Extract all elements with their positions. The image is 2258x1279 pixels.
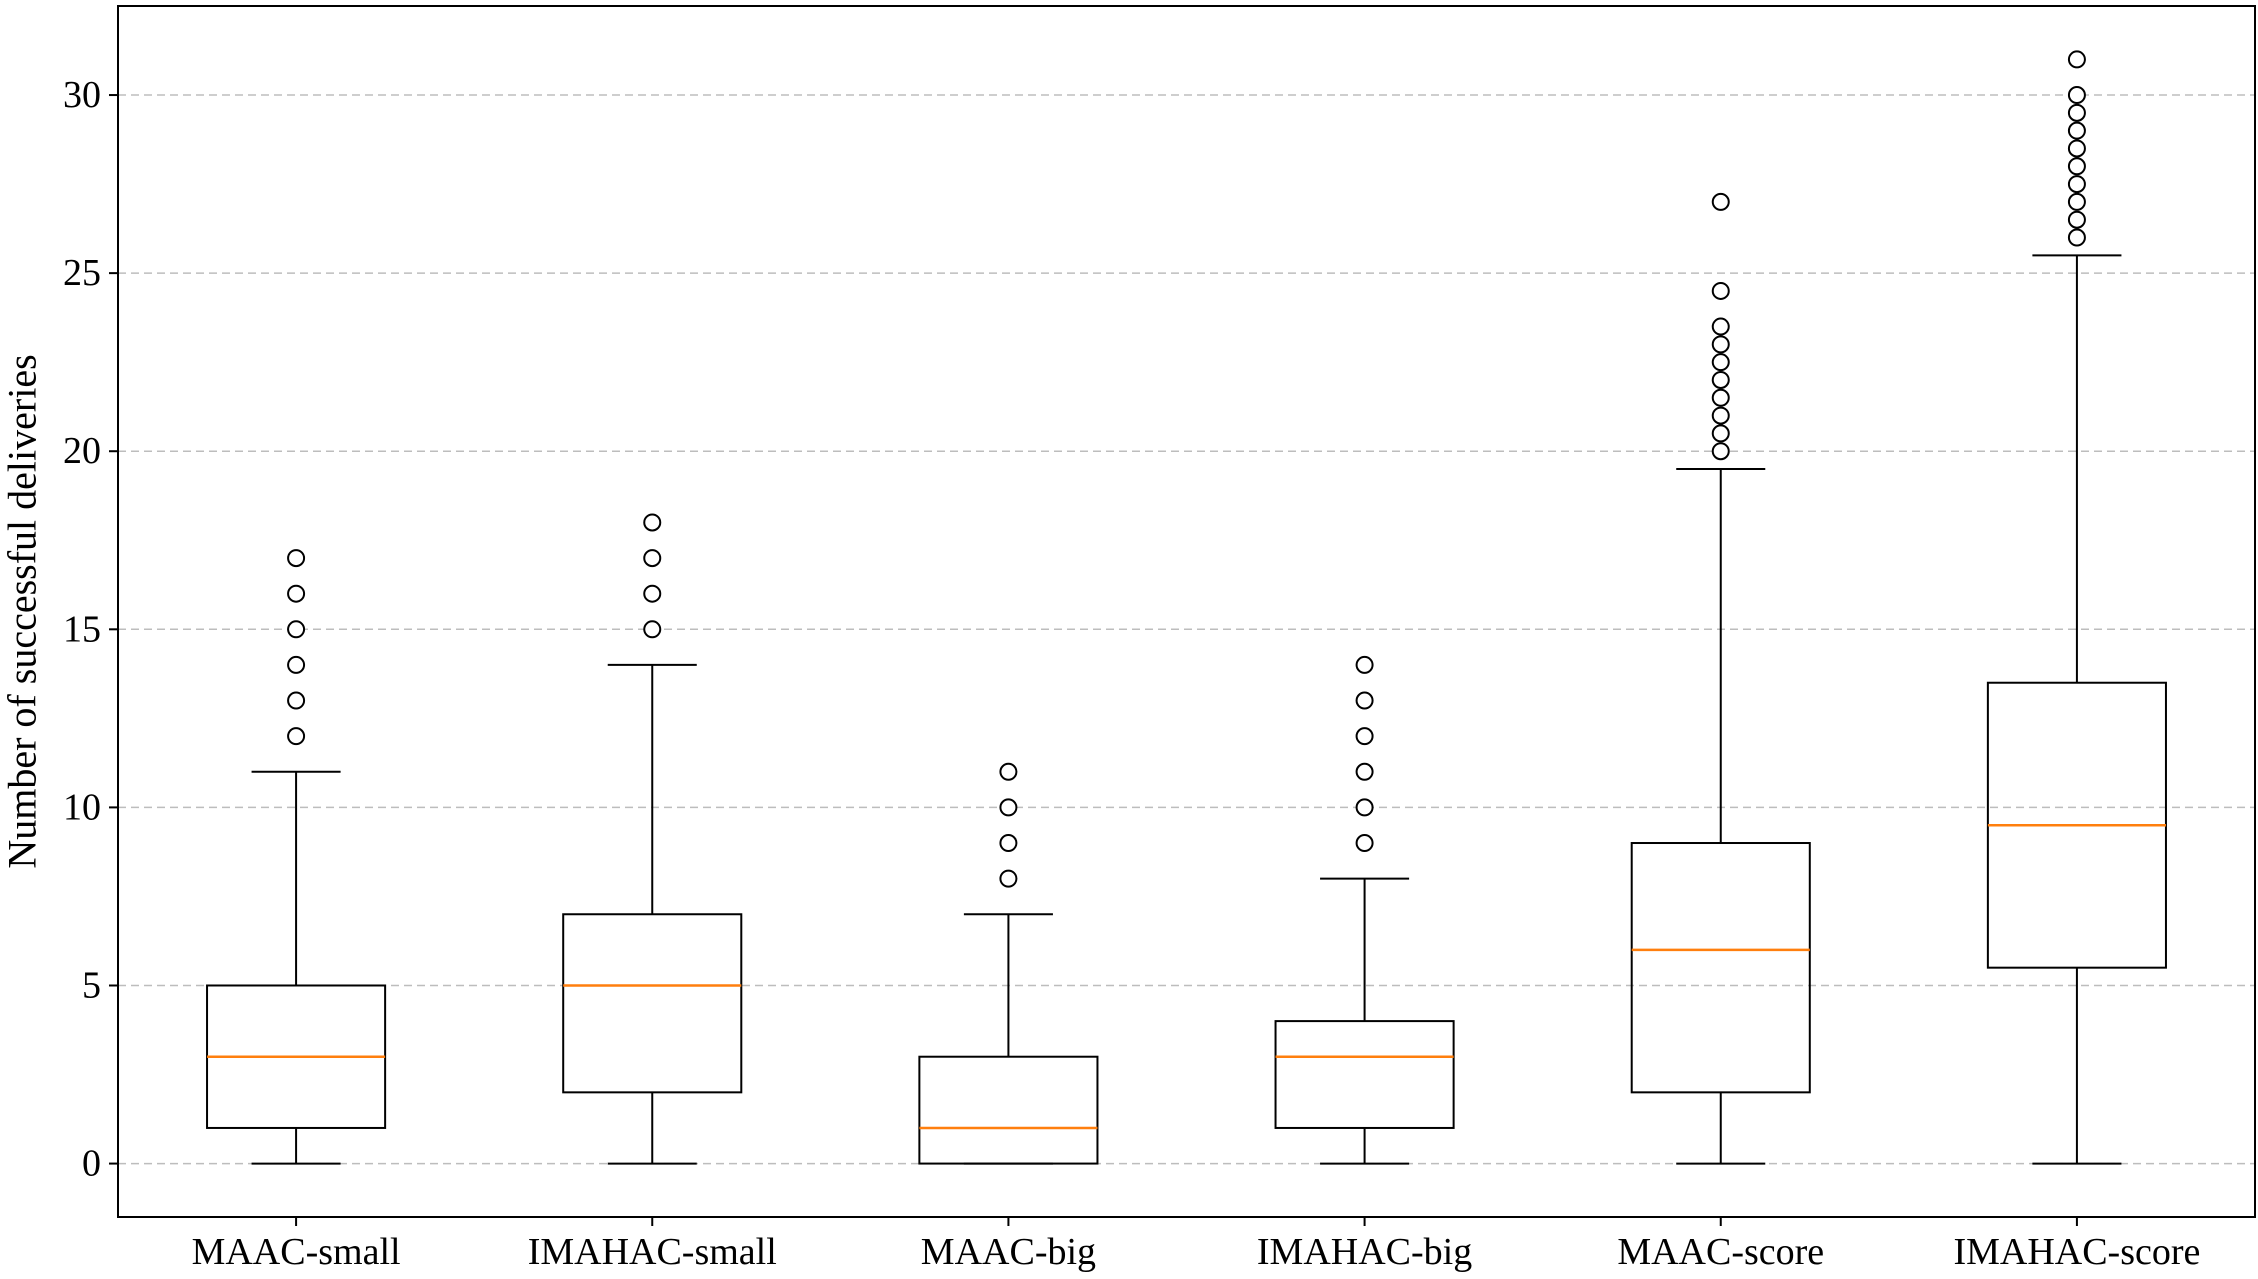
y-axis-title: Number of successful deliveries	[0, 354, 45, 868]
box-group	[1630, 192, 1811, 1165]
box-iqr	[562, 913, 743, 1094]
outlier-point	[1355, 691, 1374, 710]
x-tick-label: MAAC-score	[1617, 1231, 1824, 1273]
outlier-point	[643, 584, 662, 603]
outlier-point	[1711, 192, 1730, 211]
outlier-point	[999, 869, 1018, 888]
outlier-point	[1711, 353, 1730, 372]
outlier-point	[287, 620, 306, 639]
outlier-point	[287, 691, 306, 710]
x-tick-label: IMAHAC-score	[1953, 1231, 2200, 1273]
x-tick-label: IMAHAC-small	[528, 1231, 777, 1273]
box-group	[918, 762, 1099, 1165]
outlier-point	[1711, 424, 1730, 443]
outlier-point	[999, 762, 1018, 781]
x-tick-label: MAAC-big	[921, 1231, 1096, 1273]
outlier-point	[643, 513, 662, 532]
outlier-point	[999, 798, 1018, 817]
box-group	[1274, 655, 1455, 1165]
box-iqr	[1630, 842, 1811, 1094]
outlier-point	[1711, 442, 1730, 461]
outlier-point	[2067, 210, 2086, 229]
y-tick-label: 10	[63, 786, 101, 828]
outlier-point	[2067, 192, 2086, 211]
box-group	[562, 513, 743, 1165]
outlier-point	[1711, 317, 1730, 336]
outlier-point	[1711, 388, 1730, 407]
outlier-point	[287, 727, 306, 746]
outlier-point	[2067, 139, 2086, 158]
outlier-point	[1355, 727, 1374, 746]
outlier-point	[2067, 121, 2086, 140]
outlier-point	[287, 584, 306, 603]
y-tick-label: 0	[82, 1143, 101, 1185]
y-tick-label: 20	[63, 430, 101, 472]
axes: 0 5 10 15 20 25 30 MAAC-small IMAHAC-small MAAC-b…	[63, 74, 2200, 1273]
outlier-point	[2067, 157, 2086, 176]
x-tick-label: IMAHAC-big	[1257, 1231, 1472, 1273]
outlier-point	[1355, 762, 1374, 781]
box-iqr	[1274, 1020, 1455, 1129]
outlier-point	[1711, 281, 1730, 300]
box-iqr	[918, 1055, 1099, 1165]
plot-frame	[117, 5, 2256, 1218]
outlier-point	[287, 549, 306, 568]
outlier-point	[1711, 406, 1730, 425]
outlier-point	[643, 620, 662, 639]
y-tick-label: 30	[63, 74, 101, 116]
outlier-point	[1711, 370, 1730, 389]
outlier-point	[2067, 86, 2086, 105]
box-group	[1986, 50, 2167, 1165]
outlier-point	[2067, 175, 2086, 194]
outlier-point	[643, 549, 662, 568]
y-tick-label: 15	[63, 608, 101, 650]
outlier-point	[1711, 335, 1730, 354]
grid-lines	[118, 94, 2255, 1165]
outlier-point	[1355, 655, 1374, 674]
outlier-point	[2067, 50, 2086, 69]
box-group	[206, 549, 387, 1165]
outlier-point	[999, 834, 1018, 853]
y-tick-label: 25	[63, 252, 101, 294]
outlier-point	[1355, 834, 1374, 853]
box-plot-series	[206, 50, 2167, 1165]
outlier-point	[1355, 798, 1374, 817]
outlier-point	[2067, 103, 2086, 122]
y-tick-label: 5	[82, 964, 101, 1006]
outlier-point	[2067, 228, 2086, 247]
outlier-point	[287, 655, 306, 674]
x-tick-label: MAAC-small	[192, 1231, 401, 1273]
